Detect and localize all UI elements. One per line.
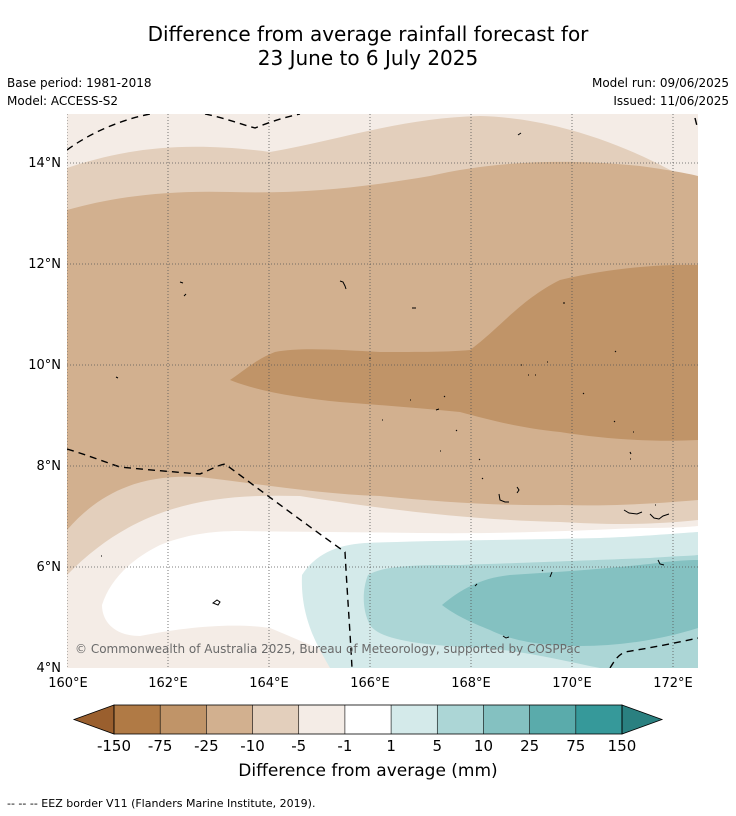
colorbar-tick-label: 75 (566, 737, 585, 755)
lat-label-4: 4°N (37, 661, 62, 676)
latitude-labels: 4°N 6°N 8°N 10°N 12°N 14°N (28, 156, 61, 676)
colorbar-segment (483, 705, 530, 734)
lon-label-170: 170°E (552, 676, 592, 691)
island (502, 635, 510, 639)
colorbar-tick-label: -25 (194, 737, 219, 755)
eez-footnote: -- -- -- EEZ border V11 (Flanders Marine… (7, 797, 316, 810)
colorbar-tick-label: -150 (97, 737, 131, 755)
eez-border-ne (694, 117, 698, 127)
lon-label-162: 162°E (148, 676, 188, 691)
colorbar-tick-labels: -150 -75 -25 -10 -5 -1 1 5 10 25 75 150 (97, 737, 636, 755)
colorbar-segment (298, 705, 345, 734)
island (517, 132, 522, 136)
island (614, 350, 617, 353)
colorbar-segment (529, 705, 576, 734)
island (339, 280, 347, 290)
title-line-2: 23 June to 6 July 2025 (257, 46, 479, 70)
band-minus10-to-minus25 (67, 161, 698, 530)
longitude-labels: 160°E 162°E 164°E 166°E 168°E 170°E 172°… (48, 676, 693, 691)
colorbar-tick-label: 10 (474, 737, 493, 755)
eez-border-se (609, 637, 698, 668)
island (211, 599, 221, 606)
colorbar-tick-label: 25 (520, 737, 539, 755)
island (541, 569, 553, 578)
copyright-notice: © Commonwealth of Australia 2025, Bureau… (75, 642, 580, 656)
island (521, 361, 548, 376)
colorbar-segment (206, 705, 253, 734)
rainfall-anomaly-field: © Commonwealth of Australia 2025, Bureau… (67, 114, 698, 668)
island (498, 486, 520, 503)
model-run: Model run: 09/06/2025 (591, 76, 729, 90)
lat-label-12: 12°N (28, 257, 61, 272)
island (179, 281, 187, 297)
colorbar (72, 704, 664, 735)
colorbar-segment (437, 705, 484, 734)
colorbar-tick-label: -1 (337, 737, 352, 755)
colorbar-tick-label: 1 (386, 737, 396, 755)
issued-date: Issued: 11/06/2025 (613, 94, 729, 108)
lon-label-172: 172°E (653, 676, 693, 691)
lat-label-8: 8°N (37, 459, 62, 474)
band-minus25-to-minus75 (230, 264, 698, 441)
colorbar-title: Difference from average (mm) (238, 761, 498, 781)
island (440, 450, 484, 480)
eez-border-mid (67, 448, 353, 668)
island (649, 513, 670, 520)
colorbar-segment (391, 705, 438, 734)
colorbar-tick-label: -10 (240, 737, 265, 755)
base-period: Base period: 1981-2018 (7, 76, 152, 90)
island (623, 509, 643, 515)
island (474, 583, 478, 587)
meta-right: Model run: 09/06/2025 Issued: 11/06/2025 (592, 74, 729, 110)
island (410, 392, 585, 401)
colorbar-tick-label: -5 (291, 737, 306, 755)
colorbar-tick-label: -75 (148, 737, 173, 755)
lat-label-10: 10°N (28, 358, 61, 373)
model-name: Model: ACCESS-S2 (7, 94, 119, 108)
title-line-1: Difference from average rainfall forecas… (147, 22, 589, 46)
meta-left: Base period: 1981-2018 Model: ACCESS-S2 (7, 74, 152, 110)
lon-label-168: 168°E (451, 676, 491, 691)
colorbar-segment (575, 705, 622, 734)
island (657, 559, 665, 566)
map-title: Difference from average rainfall forecas… (0, 22, 736, 70)
colorbar-tick-label: 150 (608, 737, 637, 755)
colorbar-segment (252, 705, 299, 734)
island (613, 420, 634, 460)
eez-border-north-2 (204, 114, 301, 129)
colorbar-segment (114, 705, 161, 734)
band-plus10-to-plus25 (442, 560, 698, 646)
island-outlines (101, 132, 670, 639)
colorbar-tick-label: 5 (432, 737, 442, 755)
lon-label-166: 166°E (350, 676, 390, 691)
colorbar-segment (160, 705, 207, 734)
lat-label-14: 14°N (28, 156, 61, 171)
eez-border-lines (67, 114, 698, 668)
colorbar-segment (344, 705, 392, 734)
colorbar-extend-high (621, 704, 664, 735)
lon-label-164: 164°E (249, 676, 289, 691)
island (115, 376, 119, 379)
island (382, 408, 458, 432)
lon-label-160: 160°E (48, 676, 88, 691)
lat-label-6: 6°N (37, 560, 62, 575)
colorbar-extend-low (72, 704, 115, 735)
graticule (67, 114, 698, 668)
